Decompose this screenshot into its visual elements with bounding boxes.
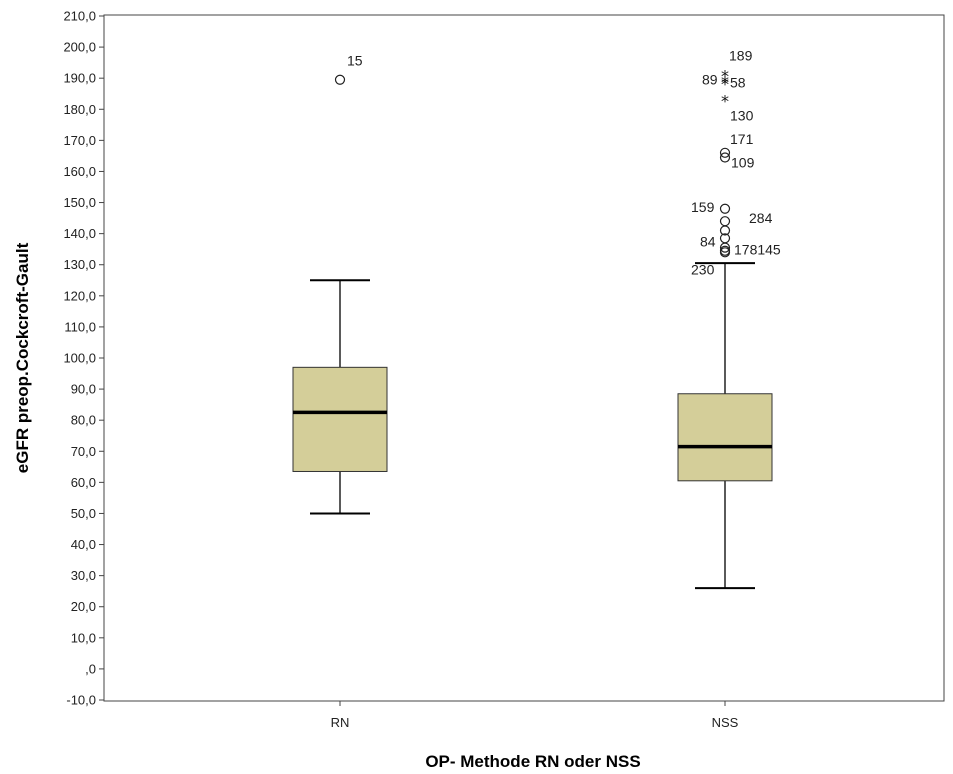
- y-tick-label: 120,0: [63, 288, 96, 303]
- iqr-box: [292, 366, 388, 472]
- iqr-box: [677, 393, 773, 482]
- y-axis: -10,0 ,0 10,0 20,0 30,0 40,0 50,0 60,0 70,0 80,0 9…: [63, 9, 104, 708]
- outlier-label: 89: [702, 72, 718, 88]
- x-axis: RN NSS: [331, 701, 739, 730]
- outlier-label: 230: [691, 261, 715, 277]
- box-rn: 15: [292, 53, 388, 515]
- outlier-circle: [719, 225, 731, 236]
- y-tick-label: 150,0: [63, 195, 96, 210]
- x-tick-label: NSS: [712, 715, 739, 730]
- outlier-star: *: [721, 67, 729, 86]
- outlier-label: 284: [749, 210, 773, 226]
- y-tick-label: 180,0: [63, 102, 96, 117]
- outlier-label: 130: [730, 107, 754, 123]
- y-tick-label: 210,0: [63, 9, 96, 24]
- y-tick-label: 60,0: [71, 475, 96, 490]
- outlier-star: *: [721, 73, 729, 92]
- y-tick-label: 170,0: [63, 133, 96, 148]
- y-axis-title: eGFR preop.Cockcroft-Gault: [13, 242, 32, 473]
- y-tick-label: 110,0: [64, 319, 96, 334]
- outlier-circle: [719, 247, 731, 258]
- y-tick-label: 100,0: [63, 351, 96, 366]
- y-tick-label: ,0: [85, 661, 96, 676]
- outlier-label: 58: [730, 74, 746, 90]
- y-tick-label: 80,0: [71, 413, 96, 428]
- x-axis-title: OP- Methode RN oder NSS: [425, 752, 640, 771]
- y-tick-label: 190,0: [63, 71, 96, 86]
- outlier-circle: [334, 74, 346, 85]
- y-tick-label: 30,0: [71, 568, 96, 583]
- outlier-circle: [719, 242, 731, 253]
- y-tick-label: 70,0: [71, 444, 96, 459]
- outlier-circle: [719, 203, 731, 214]
- y-tick-label: -10,0: [66, 693, 96, 708]
- y-tick-label: 50,0: [71, 506, 96, 521]
- outlier-star: *: [721, 74, 729, 93]
- outlier-label: 15: [347, 53, 363, 69]
- outlier-label: 84: [700, 234, 716, 250]
- plot-frame: [103, 14, 945, 702]
- y-tick-label: 20,0: [71, 599, 96, 614]
- y-tick-label: 10,0: [71, 630, 96, 645]
- y-tick-label: 200,0: [63, 40, 96, 55]
- outlier-label: 159: [691, 199, 715, 215]
- outlier-circle: [719, 152, 731, 163]
- y-tick-label: 140,0: [63, 226, 96, 241]
- y-tick-label: 90,0: [71, 382, 96, 397]
- outlier-circle: [719, 147, 731, 158]
- outlier-circle: [719, 216, 731, 227]
- outlier-star: *: [721, 91, 729, 110]
- outlier-label: 189: [729, 48, 753, 64]
- outlier-label: 171: [730, 131, 754, 147]
- outlier-label: 178145: [734, 242, 781, 258]
- y-tick-label: 130,0: [63, 257, 96, 272]
- x-tick-label: RN: [331, 715, 350, 730]
- y-tick-label: 40,0: [71, 537, 96, 552]
- outlier-label: 109: [731, 154, 755, 170]
- y-tick-label: 160,0: [63, 164, 96, 179]
